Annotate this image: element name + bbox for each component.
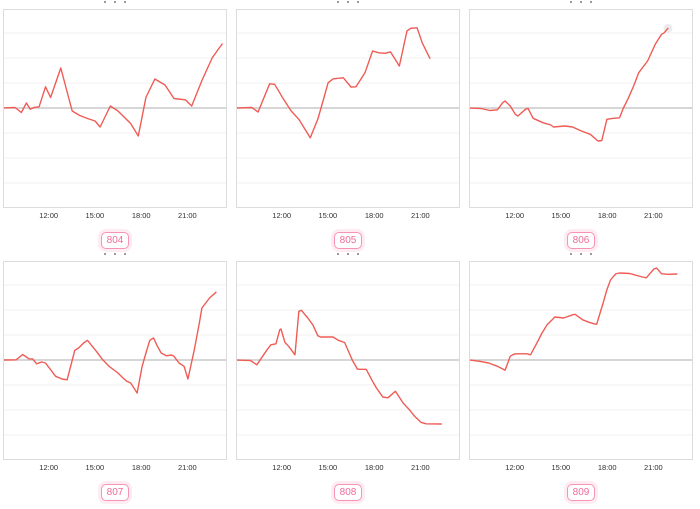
chart-canvas <box>470 23 692 184</box>
x-tick-label: 18:00 <box>131 211 151 220</box>
chart-canvas <box>4 32 226 184</box>
x-tick-label: 21:00 <box>177 463 197 472</box>
gridlines <box>237 284 459 436</box>
x-tick-label: 21:00 <box>410 463 430 472</box>
x-tick-label: 12:00 <box>272 211 292 220</box>
x-tick-label: 15:00 <box>85 211 105 220</box>
chart-plot-area <box>469 261 693 460</box>
x-tick-label: 18:00 <box>364 463 384 472</box>
badge-row: 809 <box>469 480 693 504</box>
x-tick-label: 15:00 <box>318 463 338 472</box>
series-line <box>470 27 669 142</box>
chart-id-badge[interactable]: 806 <box>566 231 596 249</box>
clipped-chart-title <box>236 0 460 9</box>
x-tick-label: 21:00 <box>643 211 663 220</box>
chart-plot-area <box>469 9 693 208</box>
chart-canvas <box>237 284 459 436</box>
badge-row: 807 <box>3 480 227 504</box>
series-line <box>4 291 217 394</box>
clipped-chart-title <box>469 252 693 261</box>
badge-row: 808 <box>236 480 460 504</box>
chart-plot-area <box>236 9 460 208</box>
x-tick-label: 15:00 <box>85 463 105 472</box>
x-tick-label: 12:00 <box>39 463 59 472</box>
x-tick-label: 18:00 <box>597 463 617 472</box>
chart-id-badge[interactable]: 809 <box>566 483 596 501</box>
x-tick-label: 18:00 <box>597 211 617 220</box>
x-axis-labels: 12:00 15:00 18:00 21:00 <box>236 208 460 228</box>
x-tick-label: 21:00 <box>643 463 663 472</box>
chart-card[interactable]: 12:00 15:00 18:00 21:00 805 <box>236 0 460 252</box>
x-axis-labels: 12:00 15:00 18:00 21:00 <box>236 460 460 480</box>
x-axis-labels: 12:00 15:00 18:00 21:00 <box>469 460 693 480</box>
badge-row: 805 <box>236 228 460 252</box>
clipped-chart-title <box>469 0 693 9</box>
gridlines <box>237 32 459 184</box>
chart-card[interactable]: 12:00 15:00 18:00 21:00 808 <box>236 252 460 504</box>
chart-plot-area <box>3 261 227 460</box>
chart-plot-area <box>3 9 227 208</box>
x-axis-labels: 12:00 15:00 18:00 21:00 <box>3 208 227 228</box>
chart-canvas <box>470 267 692 436</box>
x-tick-label: 18:00 <box>364 211 384 220</box>
x-tick-label: 18:00 <box>131 463 151 472</box>
x-tick-label: 12:00 <box>39 211 59 220</box>
badge-row: 806 <box>469 228 693 252</box>
chart-id-badge[interactable]: 804 <box>100 231 130 249</box>
series-line <box>237 27 431 139</box>
x-axis-labels: 12:00 15:00 18:00 21:00 <box>3 460 227 480</box>
gridlines <box>4 284 226 436</box>
chart-id-badge[interactable]: 805 <box>333 231 363 249</box>
clipped-chart-title <box>3 0 227 9</box>
chart-canvas <box>4 284 226 436</box>
gridlines <box>470 284 692 436</box>
series-line <box>237 309 442 425</box>
chart-id-badge[interactable]: 808 <box>333 483 363 501</box>
x-axis-labels: 12:00 15:00 18:00 21:00 <box>469 208 693 228</box>
x-tick-label: 15:00 <box>318 211 338 220</box>
chart-id-badge[interactable]: 807 <box>100 483 130 501</box>
x-tick-label: 21:00 <box>410 211 430 220</box>
chart-card[interactable]: 12:00 15:00 18:00 21:00 807 <box>3 252 227 504</box>
series-line <box>470 267 678 372</box>
x-tick-label: 12:00 <box>505 211 525 220</box>
x-tick-label: 21:00 <box>177 211 197 220</box>
x-tick-label: 15:00 <box>551 211 571 220</box>
x-tick-label: 15:00 <box>551 463 571 472</box>
chart-card[interactable]: 12:00 15:00 18:00 21:00 804 <box>3 0 227 252</box>
clipped-chart-title <box>236 252 460 261</box>
chart-card[interactable]: 12:00 15:00 18:00 21:00 806 <box>469 0 693 252</box>
chart-card[interactable]: 12:00 15:00 18:00 21:00 809 <box>469 252 693 504</box>
x-tick-label: 12:00 <box>505 463 525 472</box>
badge-row: 804 <box>3 228 227 252</box>
clipped-chart-title <box>3 252 227 261</box>
chart-canvas <box>237 27 459 184</box>
series-line <box>4 43 223 137</box>
x-tick-label: 12:00 <box>272 463 292 472</box>
gridlines <box>470 32 692 184</box>
gridlines <box>4 32 226 184</box>
chart-plot-area <box>236 261 460 460</box>
